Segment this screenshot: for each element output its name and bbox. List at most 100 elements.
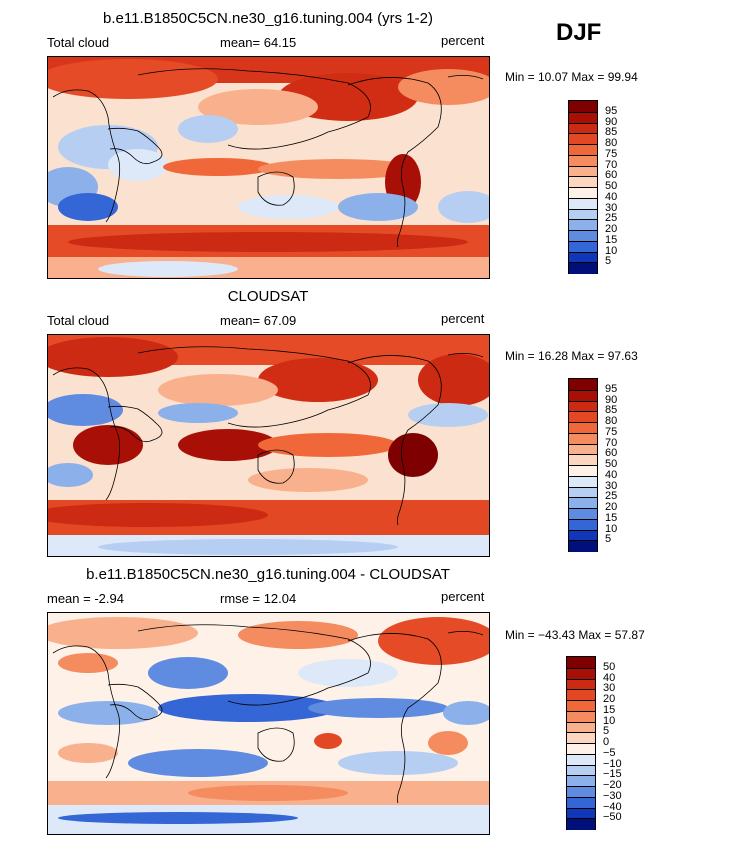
colorbar-separator xyxy=(567,689,595,691)
colorbar-separator xyxy=(569,176,597,178)
colorbar-swatch xyxy=(569,251,597,263)
colorbar-tick-label: 40 xyxy=(603,671,616,684)
colorbar-separator xyxy=(569,432,597,434)
colorbar-tick-label: 15 xyxy=(605,233,618,246)
colorbar-swatch xyxy=(569,422,597,434)
panel-1-minmax: Min = 10.07 Max = 99.94 xyxy=(505,70,638,84)
colorbar-separator xyxy=(569,230,597,231)
colorbar-separator xyxy=(569,411,597,413)
colorbar-tick-label: 85 xyxy=(605,126,618,139)
colorbar-tick-label: −15 xyxy=(603,768,622,781)
colorbar-separator xyxy=(567,786,595,787)
colorbar-swatch xyxy=(567,710,595,722)
colorbar-separator xyxy=(567,743,595,744)
colorbar-swatch xyxy=(569,486,597,498)
colorbar-tick-label: 90 xyxy=(605,393,618,406)
colorbar-swatch xyxy=(569,176,597,188)
colorbar-swatch xyxy=(569,497,597,509)
panel-3-map xyxy=(47,612,490,835)
colorbar-separator xyxy=(569,165,597,167)
colorbar-swatch xyxy=(569,219,597,231)
colorbar-tick-label: −30 xyxy=(603,789,622,802)
colorbar-swatch xyxy=(569,508,597,520)
colorbar-separator xyxy=(569,529,597,531)
panel-3-mean: mean = -2.94 xyxy=(47,591,124,606)
colorbar-separator xyxy=(569,208,597,210)
panel-2-colorbar: 95 90 85 80 75 70 60 50 40 30 25 20 15 10 5 xyxy=(568,378,617,552)
colorbar-swatch xyxy=(569,154,597,166)
panel-1-field-label: Total cloud xyxy=(47,35,110,50)
colorbar-swatch xyxy=(567,667,595,679)
colorbar-swatch xyxy=(567,807,595,819)
colorbar-tick-label: −50 xyxy=(603,811,622,824)
colorbar-separator xyxy=(567,764,595,766)
colorbar-tick-label: 85 xyxy=(605,404,618,417)
colorbar-separator xyxy=(567,775,595,777)
colorbar-tick-label: 75 xyxy=(605,425,618,438)
panel-3-title: b.e11.B1850C5CN.ne30_g16.tuning.004 - CL… xyxy=(86,566,450,583)
panel-1-title: b.e11.B1850C5CN.ne30_g16.tuning.004 (yrs… xyxy=(103,10,433,27)
colorbar-swatch xyxy=(567,721,595,733)
colorbar-tick-label: 40 xyxy=(605,468,618,481)
colorbar-separator xyxy=(569,154,597,156)
panel-1-colorbar: 95 90 85 80 75 70 60 50 40 30 25 20 15 10 5 xyxy=(568,100,617,274)
colorbar-swatch xyxy=(569,240,597,252)
colorbar-swatch xyxy=(569,443,597,455)
colorbar-swatch xyxy=(569,432,597,444)
colorbar-swatch xyxy=(569,165,597,177)
colorbar-swatch xyxy=(569,540,597,552)
colorbar-swatch xyxy=(569,144,597,156)
colorbar-tick-label: 30 xyxy=(605,479,618,492)
colorbar-swatch xyxy=(567,700,595,712)
colorbar-swatch xyxy=(569,133,597,145)
colorbar-separator xyxy=(567,678,595,680)
colorbar-swatch xyxy=(569,187,597,199)
colorbar-tick-label: 20 xyxy=(605,223,618,235)
panel-1-mean: mean= 64.15 xyxy=(220,35,297,50)
colorbar-tick-label: 0 xyxy=(603,736,610,748)
panel-3-rmse: rmse = 12.04 xyxy=(220,591,297,606)
colorbar-swatch xyxy=(567,678,595,690)
colorbar-tick-label: 5 xyxy=(605,533,612,546)
colorbar-swatch xyxy=(567,657,595,669)
colorbar-tick-label: 25 xyxy=(605,490,618,503)
colorbar-separator xyxy=(569,465,597,466)
colorbar-swatch xyxy=(569,529,597,541)
colorbar-tick-label: 80 xyxy=(605,137,618,149)
panel-2-minmax: Min = 16.28 Max = 97.63 xyxy=(505,349,638,363)
colorbar-tick-label: 95 xyxy=(605,382,618,395)
panel-2-field-label: Total cloud xyxy=(47,313,110,328)
colorbar-separator xyxy=(569,497,597,499)
colorbar-tick-label: 50 xyxy=(603,660,616,673)
colorbar-swatch xyxy=(569,454,597,466)
colorbar-separator xyxy=(567,710,595,712)
colorbar-separator xyxy=(569,443,597,445)
colorbar-tick-label: −20 xyxy=(603,779,622,791)
colorbar-separator xyxy=(569,518,597,520)
panel-3-minmax: Min = −43.43 Max = 57.87 xyxy=(505,628,645,642)
colorbar-tick-label: 60 xyxy=(605,447,618,460)
colorbar-separator xyxy=(567,700,595,701)
colorbar-swatch xyxy=(569,230,597,242)
colorbar-tick-label: 15 xyxy=(603,703,616,716)
colorbar-separator xyxy=(567,753,595,755)
colorbar-separator xyxy=(569,508,597,509)
colorbar-separator xyxy=(569,251,597,253)
colorbar-tick-label: 80 xyxy=(605,415,618,427)
colorbar-separator xyxy=(569,133,597,135)
colorbar-separator xyxy=(569,400,597,402)
colorbar-separator xyxy=(569,219,597,221)
colorbar-separator xyxy=(567,818,595,820)
colorbar-separator xyxy=(569,197,597,199)
colorbar-swatch xyxy=(567,796,595,808)
colorbar-separator xyxy=(569,111,597,113)
colorbar-tick-label: 70 xyxy=(605,436,618,449)
colorbar-tick-label: 10 xyxy=(605,522,618,535)
colorbar-separator xyxy=(569,422,597,423)
colorbar-tick-label: 30 xyxy=(603,682,616,695)
colorbar-tick-label: 10 xyxy=(605,244,618,257)
colorbar-separator xyxy=(569,540,597,542)
colorbar-swatch xyxy=(569,475,597,487)
panel-2-mean: mean= 67.09 xyxy=(220,313,297,328)
colorbar-tick-label: 95 xyxy=(605,104,618,117)
